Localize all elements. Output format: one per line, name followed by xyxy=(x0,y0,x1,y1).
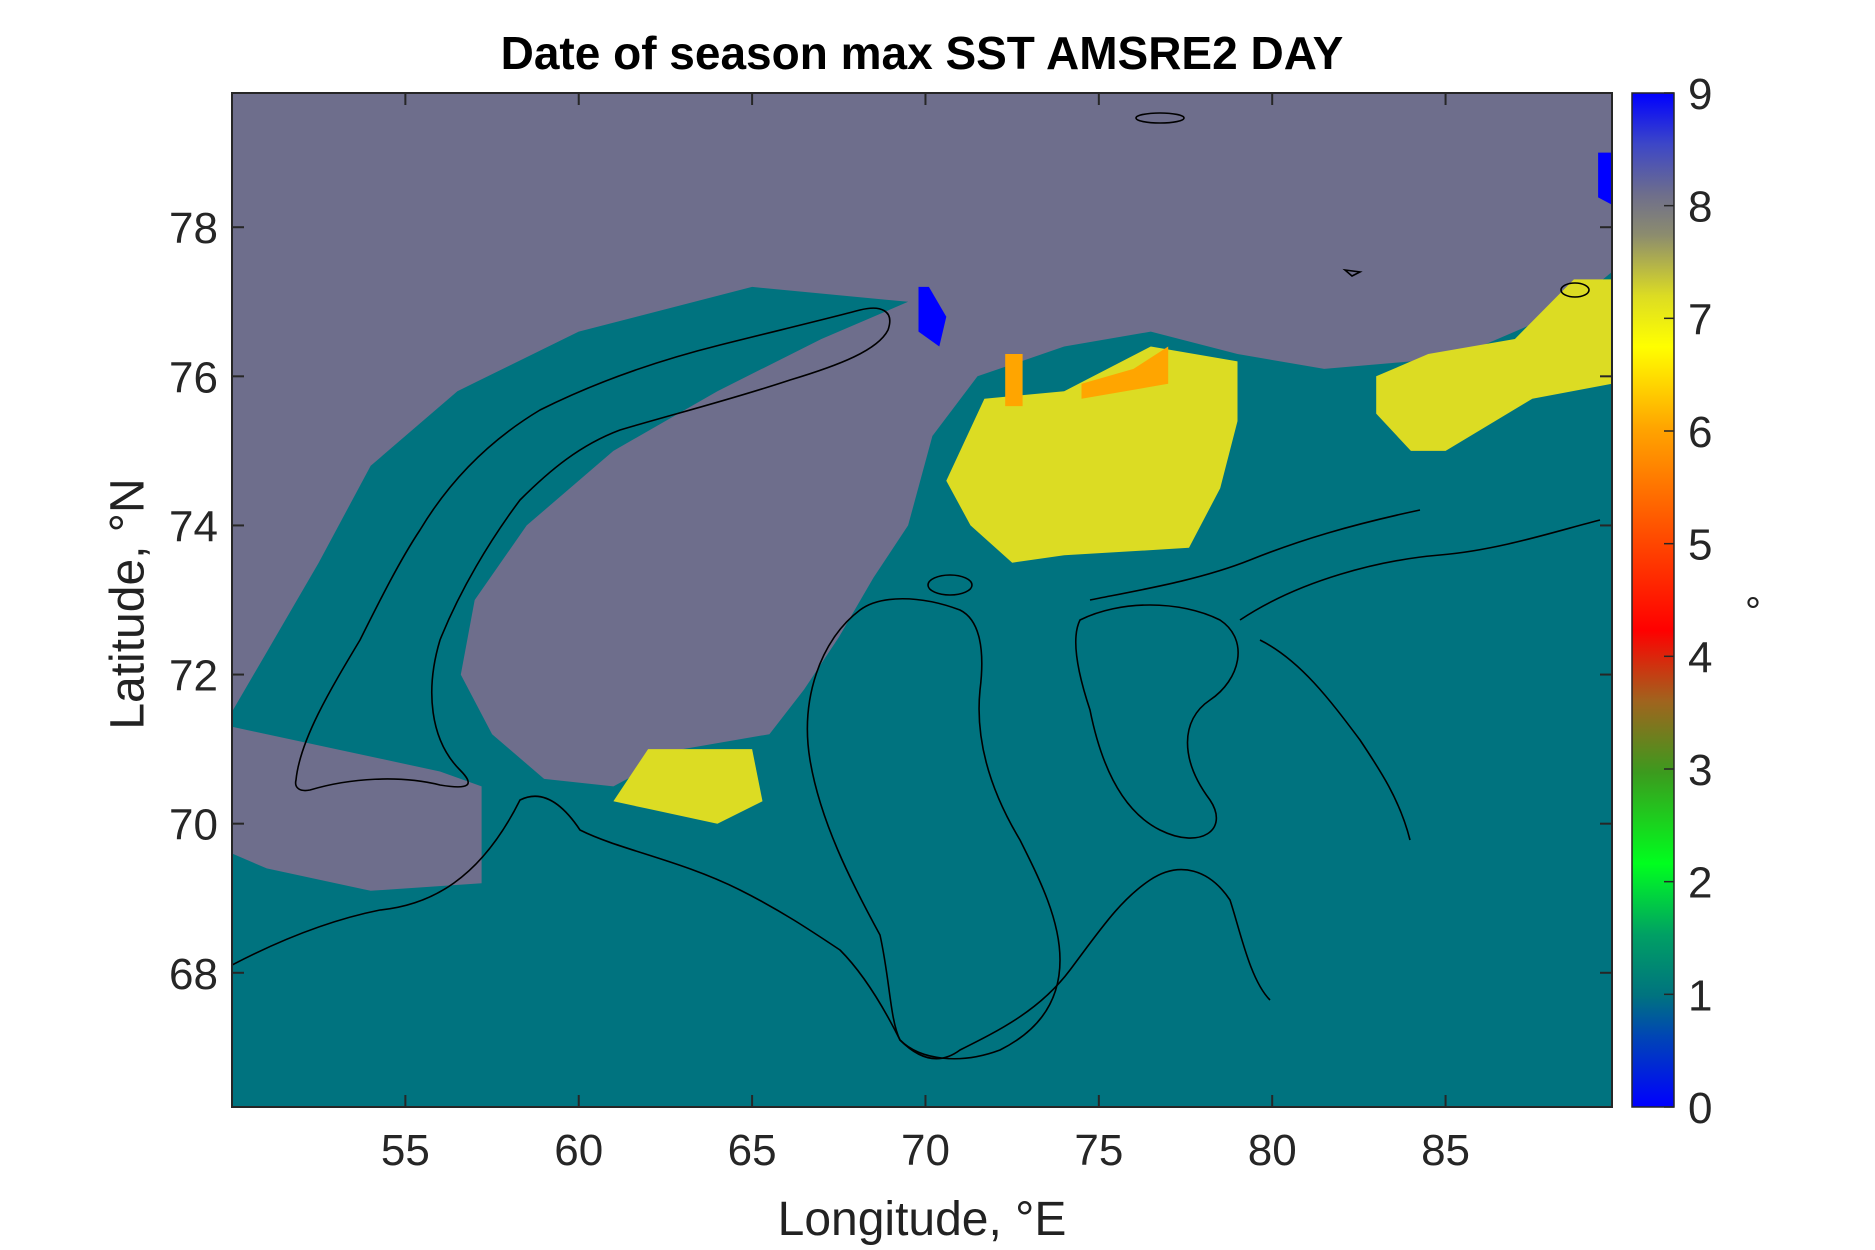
y-axis-ticks: 68 70 72 74 76 78 xyxy=(169,204,1612,999)
colorbar-tick-label: 8 xyxy=(1688,183,1712,232)
colorbar-tick-4: 4 xyxy=(1664,633,1712,682)
region-value-6-6 xyxy=(1005,354,1023,407)
y-tick-label: 68 xyxy=(169,950,218,999)
plot-area xyxy=(232,93,1612,1107)
coastline-gydan xyxy=(1075,604,1239,839)
x-tick-60: 60 xyxy=(554,93,603,1175)
colorbar-tick-7: 7 xyxy=(1664,295,1712,344)
coastline-island-north xyxy=(1135,112,1185,124)
y-tick-label: 76 xyxy=(169,353,218,402)
y-tick-label: 78 xyxy=(169,204,218,253)
coastline-east-rivers xyxy=(1089,509,1601,841)
x-axis-ticks: 55 60 65 70 75 80 85 xyxy=(381,93,1470,1175)
coastline-island-severnaya xyxy=(1560,282,1590,298)
colorbar-tick-label: 0 xyxy=(1688,1084,1712,1133)
y-tick-78: 78 xyxy=(169,204,1612,253)
region-value-7-3 xyxy=(1376,279,1612,451)
x-tick-label: 85 xyxy=(1421,1126,1470,1175)
chart-title: Date of season max SST AMSRE2 DAY xyxy=(500,27,1344,79)
colorbar-tick-6: 6 xyxy=(1664,408,1712,457)
plot-frame xyxy=(231,92,1613,1108)
colorbar-tick-3: 3 xyxy=(1664,746,1712,795)
coastline-island-kara xyxy=(927,574,973,596)
x-tick-75: 75 xyxy=(1074,93,1123,1175)
x-tick-label: 60 xyxy=(554,1126,603,1175)
coastline-mainland xyxy=(232,795,1271,1060)
colorbar-label: ° xyxy=(1745,590,1761,634)
colorbar-tick-label: 5 xyxy=(1688,521,1712,570)
colorbar-tick-label: 1 xyxy=(1688,971,1712,1020)
coastline-island-northeast xyxy=(1342,268,1363,277)
y-tick-label: 72 xyxy=(169,652,218,701)
x-tick-85: 85 xyxy=(1421,93,1470,1175)
y-tick-76: 76 xyxy=(169,353,1612,402)
x-tick-80: 80 xyxy=(1248,93,1297,1175)
colorbar-tick-label: 9 xyxy=(1688,70,1712,119)
colorbar-tick-label: 2 xyxy=(1688,859,1712,908)
region-value-8-0 xyxy=(232,93,1612,787)
x-tick-label: 75 xyxy=(1074,1126,1123,1175)
x-tick-label: 55 xyxy=(381,1126,430,1175)
y-tick-label: 70 xyxy=(169,801,218,850)
colorbar-tick-9: 9 xyxy=(1664,70,1712,119)
x-tick-70: 70 xyxy=(901,93,950,1175)
colorbar-tick-label: 3 xyxy=(1688,746,1712,795)
colorbar-ticks: 0 1 2 3 4 5 6 7 8 9 xyxy=(1664,70,1712,1133)
region-value-7-4 xyxy=(613,749,763,824)
x-tick-label: 80 xyxy=(1248,1126,1297,1175)
x-tick-55: 55 xyxy=(381,93,430,1175)
x-tick-label: 65 xyxy=(728,1126,777,1175)
colorbar-tick-8: 8 xyxy=(1664,183,1712,232)
colorbar-tick-0: 0 xyxy=(1664,1084,1712,1133)
region-value-6-5 xyxy=(1081,346,1169,399)
region-value-0-7 xyxy=(918,286,947,347)
y-tick-72: 72 xyxy=(169,652,1612,701)
colorbar-tick-2: 2 xyxy=(1664,859,1712,908)
coastline-yamal xyxy=(806,598,1061,1060)
colorbar-tick-label: 7 xyxy=(1688,295,1712,344)
coastline xyxy=(232,112,1601,1060)
x-tick-65: 65 xyxy=(728,93,777,1175)
colorbar-tick-label: 6 xyxy=(1688,408,1712,457)
x-tick-label: 70 xyxy=(901,1126,950,1175)
colorbar xyxy=(1631,92,1675,1108)
y-tick-74: 74 xyxy=(169,502,1612,551)
y-tick-68: 68 xyxy=(169,950,1612,999)
y-tick-70: 70 xyxy=(169,801,1612,850)
colorbar-tick-1: 1 xyxy=(1664,971,1712,1020)
region-value-8-1 xyxy=(232,726,482,891)
region-value-0-8 xyxy=(1598,152,1612,205)
coastline-novaya-zemlya xyxy=(294,307,891,792)
data-regions xyxy=(232,93,1612,891)
y-tick-label: 74 xyxy=(169,502,218,551)
colorbar-tick-5: 5 xyxy=(1664,521,1712,570)
colorbar-tick-label: 4 xyxy=(1688,633,1712,682)
x-axis-label: Longitude, °E xyxy=(777,1193,1067,1246)
